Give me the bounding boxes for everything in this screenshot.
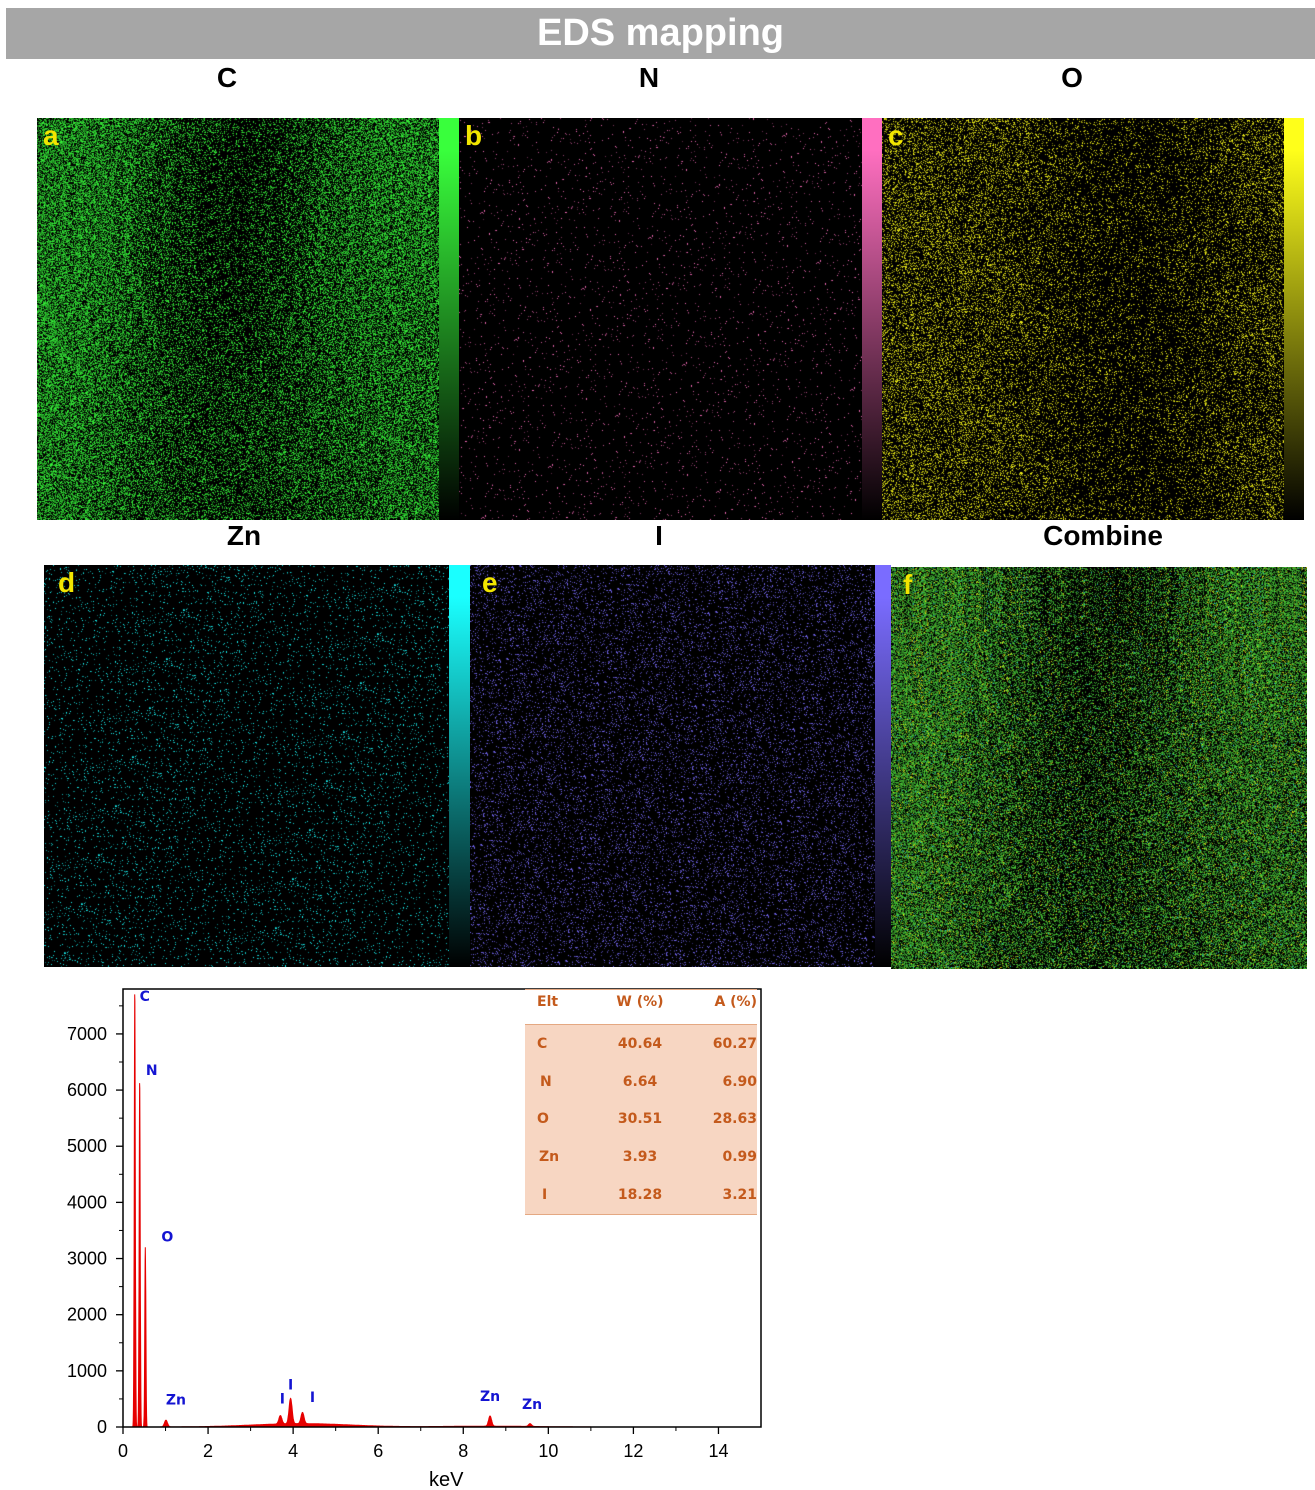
cell-atomic: 60.27: [712, 1035, 757, 1052]
peak-label: Zn: [522, 1397, 542, 1413]
x-tick-label: 8: [458, 1441, 468, 1461]
panel-letter-e: e: [482, 567, 498, 598]
colorbar-o: [1284, 118, 1304, 520]
header-elt: Elt: [537, 994, 559, 1010]
table-row: I 18.28 3.21: [525, 1176, 757, 1214]
peak-label: Zn: [480, 1389, 500, 1405]
map-label-combine: Combine: [1043, 520, 1163, 551]
peak-label: Zn: [166, 1392, 186, 1408]
map-label-zn: Zn: [226, 520, 262, 551]
table-row: C 40.64 60.27: [525, 1025, 757, 1063]
plot-frame: [122, 988, 762, 1428]
y-tick-label: 6000: [67, 1080, 107, 1100]
panel-letter-a: a: [43, 120, 59, 151]
spectrum-series: [123, 994, 593, 1428]
x-tick-label: 2: [203, 1441, 213, 1461]
x-tick-label: 10: [538, 1441, 558, 1461]
panel-letter-c: c: [888, 120, 904, 151]
peak-label: I: [288, 1378, 293, 1394]
table-header-row: Elt W (%) A (%): [525, 989, 757, 1025]
colorbar-zn: [449, 565, 470, 967]
eds-spectrum-chart: 0 1000 2000 3000 4000 5000 6000 7000 0 2 4 6 8 10 12 14…: [67, 988, 762, 1490]
header-weight: W (%): [616, 994, 664, 1010]
cell-weight: 30.51: [617, 1111, 663, 1128]
x-axis-label: keV: [429, 1469, 464, 1490]
x-tick-label: 0: [118, 1441, 128, 1461]
map-label-o: O: [1061, 62, 1083, 93]
map-label-c: C: [216, 62, 238, 93]
cell-weight: 40.64: [617, 1035, 663, 1052]
cell-weight: 18.28: [617, 1187, 663, 1204]
map-panel-i: e: [470, 565, 875, 967]
cell-elt: N: [540, 1073, 552, 1090]
map-panel-n: b: [459, 118, 862, 520]
y-tick-label: 1000: [67, 1361, 107, 1381]
y-tick-label: 4000: [67, 1192, 107, 1212]
cell-elt: Zn: [539, 1149, 560, 1166]
cell-elt: C: [537, 1035, 548, 1052]
peak-label: N: [146, 1063, 158, 1079]
cell-elt: O: [537, 1111, 549, 1128]
colorbar-n: [862, 118, 882, 520]
cell-elt: I: [542, 1187, 548, 1204]
y-tick-label: 2000: [67, 1305, 107, 1325]
x-tick-label: 14: [708, 1441, 728, 1461]
colorbar-i: [875, 565, 891, 967]
composition-table: Elt W (%) A (%) C 40.64 60.27 N 6.64 6.90 O 3…: [525, 989, 757, 1215]
peak-label: I: [280, 1392, 285, 1408]
peak-label: O: [161, 1229, 173, 1245]
map-panel-zn: d: [44, 565, 449, 967]
cell-atomic: 28.63: [712, 1111, 757, 1128]
y-tick-label: 7000: [67, 1024, 107, 1044]
figure-banner-title: EDS mapping: [6, 8, 1315, 59]
header-atomic: A (%): [714, 994, 757, 1010]
x-tick-label: 4: [288, 1441, 298, 1461]
colorbar-c: [439, 118, 459, 520]
map-label-n: N: [638, 62, 660, 93]
y-tick-label: 0: [97, 1417, 107, 1437]
map-panel-o: c: [882, 118, 1284, 520]
panel-letter-d: d: [58, 567, 76, 598]
table-row: N 6.64 6.90: [525, 1063, 757, 1101]
table-row: Zn 3.93 0.99: [525, 1138, 757, 1176]
panel-letter-b: b: [465, 120, 483, 151]
cell-atomic: 6.90: [722, 1073, 757, 1090]
map-panel-combine: f: [891, 567, 1307, 969]
map-panel-c: a: [37, 118, 439, 520]
cell-weight: 6.64: [622, 1073, 658, 1090]
cell-atomic: 3.21: [722, 1187, 757, 1204]
table-row: O 30.51 28.63: [525, 1101, 757, 1139]
map-label-i: I: [655, 520, 663, 551]
peak-label: C: [140, 989, 150, 1005]
x-tick-label: 6: [373, 1441, 383, 1461]
peak-label: I: [310, 1390, 315, 1406]
cell-weight: 3.93: [622, 1149, 658, 1166]
y-tick-label: 3000: [67, 1249, 107, 1269]
y-tick-label: 5000: [67, 1136, 107, 1156]
panel-letter-f: f: [903, 569, 913, 600]
x-tick-label: 12: [623, 1441, 643, 1461]
cell-atomic: 0.99: [722, 1149, 757, 1166]
